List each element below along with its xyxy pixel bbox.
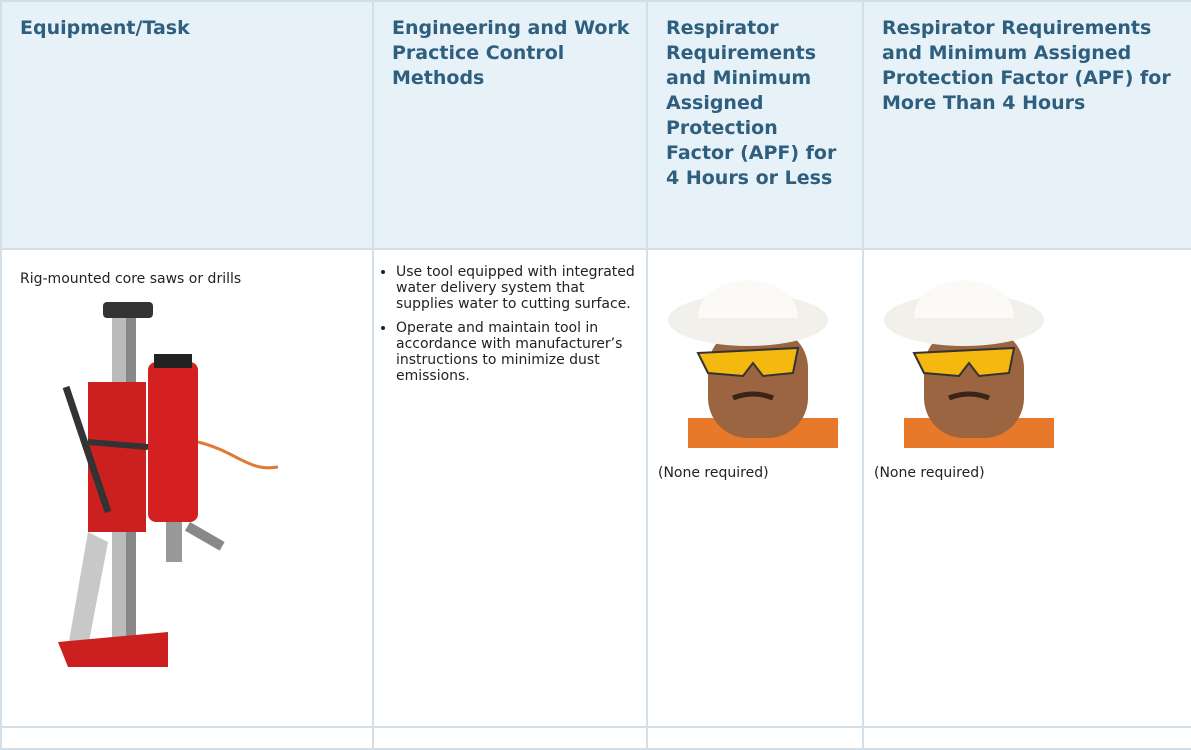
header-cell: Engineering and Work Practice Control Me… (372, 0, 648, 250)
table-row: Rig-mounted core saws or drills Use tool… (0, 248, 1191, 728)
worker-image (668, 280, 838, 448)
cell (646, 726, 864, 750)
header-cell: Respirator Requirements and Minimum Assi… (646, 0, 864, 250)
equipment-cell: Rig-mounted core saws or drills (0, 248, 374, 728)
apf-cell: (None required) (646, 248, 864, 728)
apf-cell: (None required) (862, 248, 1191, 728)
apf-text: (None required) (658, 465, 769, 481)
header-row: Equipment/Task Engineering and Work Prac… (0, 0, 1191, 250)
apf-text: (None required) (874, 465, 985, 481)
cell (862, 726, 1191, 750)
cell (0, 726, 374, 750)
drill-image (58, 302, 279, 667)
header-cell: Equipment/Task (0, 0, 374, 250)
controls-list: Use tool equipped with integrated water … (376, 264, 636, 384)
controls-cell: Use tool equipped with integrated water … (372, 248, 648, 728)
header-cell: Respirator Requirements and Minimum Assi… (862, 0, 1191, 250)
worker-image (884, 280, 1054, 448)
equipment-text: Rig-mounted core saws or drills (20, 271, 242, 287)
table-row (0, 726, 1191, 750)
control-item: Use tool equipped with integrated water … (396, 264, 636, 312)
cell (372, 726, 648, 750)
control-item: Operate and maintain tool in accordance … (396, 320, 636, 384)
